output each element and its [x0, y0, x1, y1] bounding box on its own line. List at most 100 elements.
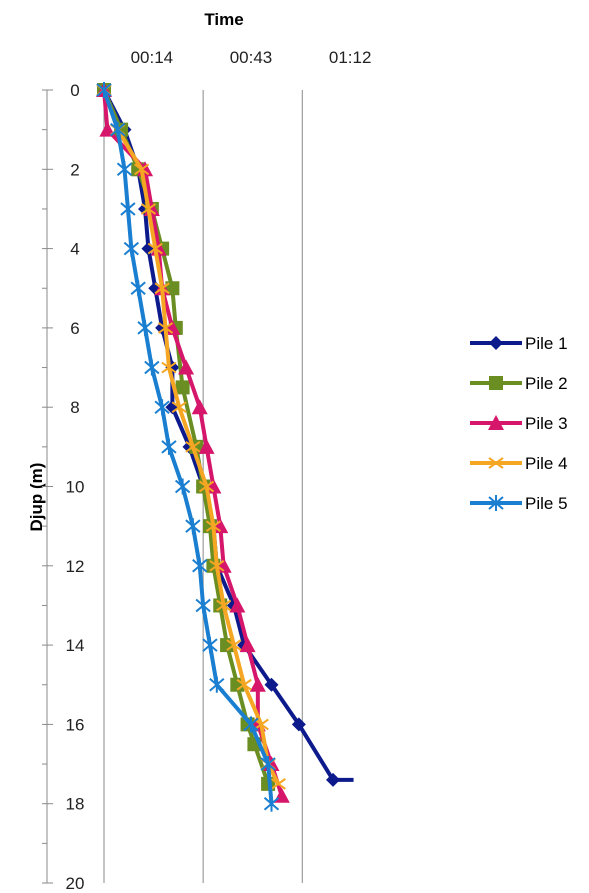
- y-tick-label: 8: [70, 398, 79, 417]
- data-point: [195, 597, 211, 614]
- y-tick-label: 10: [66, 478, 85, 497]
- x-axis-title: Time: [204, 10, 243, 29]
- series-5: [96, 82, 280, 812]
- legend-label: Pile 4: [525, 454, 568, 473]
- data-point-stroke: [216, 599, 232, 612]
- data-point: [161, 438, 177, 455]
- data-point: [157, 322, 174, 334]
- legend-item: Pile 5: [470, 494, 568, 513]
- data-point: [264, 677, 279, 692]
- legend: Pile 1 Pile 2 Pile 3 Pile 4 Pile 5: [470, 334, 568, 513]
- legend-item: Pile 4: [470, 454, 568, 473]
- data-point-stroke: [236, 678, 252, 691]
- data-point: [171, 401, 187, 414]
- data-point: [326, 772, 341, 787]
- data-point: [165, 281, 180, 296]
- data-point: [178, 359, 195, 375]
- data-point: [209, 676, 225, 693]
- data-point: [120, 200, 136, 217]
- data-point: [270, 778, 286, 790]
- data-point-stroke: [205, 520, 221, 532]
- data-point: [123, 240, 139, 257]
- y-tick-label: 16: [66, 715, 85, 734]
- data-point: [147, 242, 163, 255]
- data-point: [198, 480, 215, 493]
- data-point: [236, 678, 252, 691]
- legend-label: Pile 2: [525, 374, 568, 393]
- x-tick-label: 00:14: [131, 48, 174, 67]
- data-point-stroke: [171, 401, 187, 414]
- x-tick-label: 01:12: [329, 48, 372, 67]
- y-axis-title: Djup (m): [27, 463, 46, 532]
- y-tick-label: 14: [66, 636, 85, 655]
- data-point: [205, 520, 221, 532]
- axes: [42, 89, 53, 884]
- data-point-stroke: [226, 639, 242, 651]
- tick-labels: 00:14 00:43 01:12 0 2 4 6 8 10 12 14 16 18 20: [66, 48, 372, 893]
- data-point-stroke: [270, 778, 286, 790]
- data-point: [263, 795, 280, 812]
- data-point: [144, 359, 160, 376]
- series-4: [96, 84, 286, 790]
- data-point: [260, 756, 276, 773]
- data-point: [130, 280, 146, 297]
- data-point: [291, 717, 306, 732]
- data-point: [202, 637, 218, 654]
- y-tick-label: 20: [66, 874, 85, 893]
- plot-area: [96, 82, 354, 812]
- data-point: [239, 637, 256, 653]
- data-point: [154, 282, 170, 295]
- y-tick-label: 2: [70, 160, 79, 179]
- data-point-stroke: [157, 322, 174, 334]
- legend-item: Pile 1: [470, 334, 568, 353]
- y-tick-label: 18: [66, 795, 85, 814]
- data-point-stroke: [185, 441, 201, 453]
- data-point: [488, 415, 504, 430]
- y-tick-label: 12: [66, 557, 85, 576]
- data-point: [229, 597, 246, 613]
- data-point: [488, 457, 504, 469]
- data-point: [226, 639, 242, 651]
- data-point: [185, 518, 201, 535]
- y-tick-label: 4: [70, 240, 79, 259]
- data-point-stroke: [253, 718, 269, 731]
- data-point-stroke: [147, 242, 163, 255]
- data-point: [174, 478, 191, 495]
- data-point-stroke: [209, 559, 225, 572]
- y-tick-label: 6: [70, 319, 79, 338]
- data-point: [175, 380, 190, 395]
- data-point: [243, 716, 259, 733]
- data-point: [216, 599, 232, 612]
- data-point: [110, 121, 126, 138]
- data-point: [191, 399, 208, 415]
- legend-label: Pile 5: [525, 494, 568, 513]
- data-point: [489, 376, 503, 390]
- data-point: [116, 161, 133, 178]
- data-point: [488, 495, 504, 511]
- data-point: [134, 163, 150, 176]
- data-point: [185, 441, 201, 453]
- data-point: [154, 399, 170, 416]
- data-point: [137, 319, 153, 336]
- data-point: [249, 676, 266, 692]
- data-point: [198, 438, 215, 454]
- data-point-stroke: [161, 361, 177, 374]
- data-point: [209, 559, 225, 572]
- data-point: [253, 718, 269, 731]
- data-point-stroke: [198, 480, 215, 493]
- legend-item: Pile 3: [470, 414, 568, 433]
- data-point-stroke: [140, 203, 157, 215]
- data-point: [96, 82, 112, 98]
- x-tick-label: 00:43: [230, 48, 273, 67]
- data-point-stroke: [154, 282, 170, 295]
- data-point: [140, 203, 157, 215]
- data-point: [161, 361, 177, 374]
- data-point: [489, 336, 503, 350]
- legend-label: Pile 3: [525, 414, 568, 433]
- y-tick-label: 0: [70, 81, 79, 100]
- legend-item: Pile 2: [470, 374, 568, 393]
- data-point-stroke: [134, 163, 150, 176]
